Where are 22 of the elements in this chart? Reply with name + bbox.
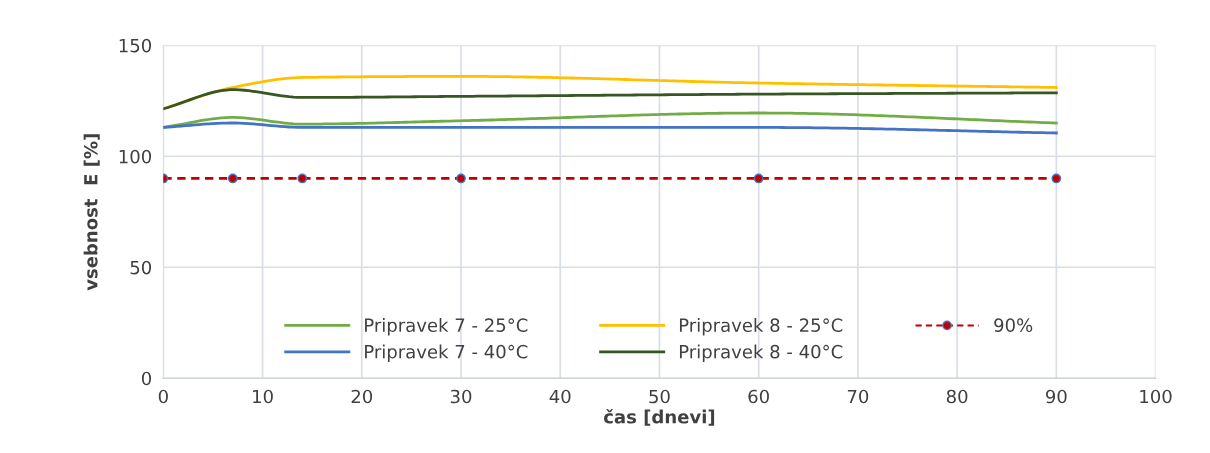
y-tick-label: 150 xyxy=(119,38,152,53)
legend-label: Pripravek 8 - 40°C xyxy=(679,344,843,362)
y-tick-label: 0 xyxy=(141,371,152,386)
x-tick-label: 60 xyxy=(748,389,769,404)
y-tick-label: 50 xyxy=(130,260,152,275)
x-tick-label: 40 xyxy=(549,389,571,404)
x-axis-title: čas [dnevi] xyxy=(604,408,715,426)
x-tick-label: 50 xyxy=(649,389,670,404)
x-tick-label: 90 xyxy=(1045,389,1067,404)
legend-label: Pripravek 8 - 25°C xyxy=(679,318,843,336)
x-tick-label: 80 xyxy=(946,389,968,404)
x-tick-label: 20 xyxy=(351,389,373,404)
legend-label: Pripravek 7 - 40°C xyxy=(365,344,528,362)
x-tick-label: 0 xyxy=(158,389,168,404)
legend-label: 90% xyxy=(994,318,1033,332)
y-axis-title: vsebnost E [%] xyxy=(83,134,100,291)
x-tick-label: 100 xyxy=(1140,389,1172,404)
x-tick-label: 30 xyxy=(450,389,472,404)
y-tick-label: 100 xyxy=(119,149,152,164)
legend-label: Pripravek 7 - 25°C xyxy=(365,318,528,336)
x-tick-label: 10 xyxy=(253,389,273,404)
x-tick-label: 70 xyxy=(847,389,869,404)
